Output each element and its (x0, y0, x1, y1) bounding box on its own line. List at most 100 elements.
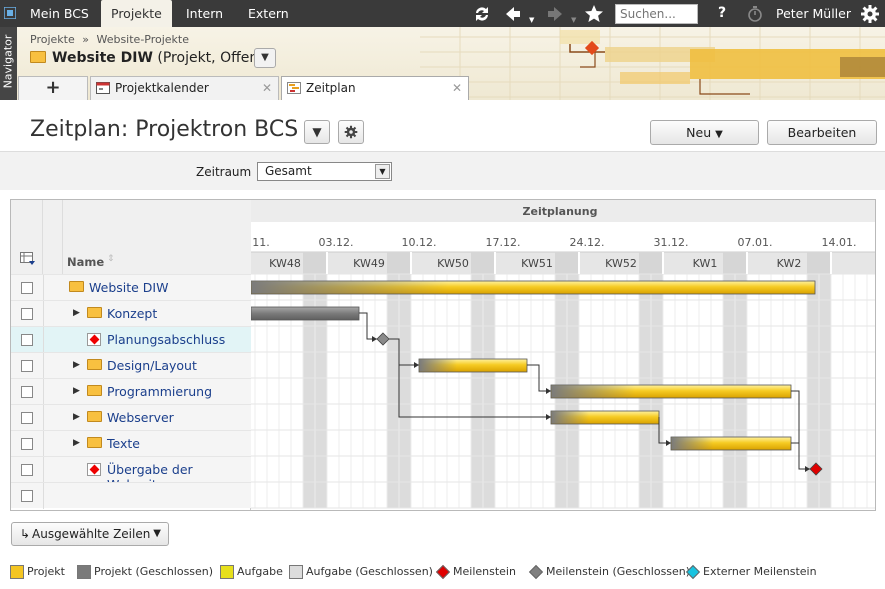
week-label: KW49 (353, 257, 385, 270)
chevron-down-icon[interactable]: ▼ (375, 164, 390, 179)
refresh-icon[interactable] (472, 4, 492, 24)
weekend-shade-header (555, 252, 567, 274)
dependency-line (791, 390, 810, 470)
table-row[interactable]: Website DIW (11, 274, 251, 301)
expand-icon[interactable]: ▶ (73, 438, 80, 448)
nav-tab-extern[interactable]: Extern (248, 6, 289, 21)
project-meta: (Projekt, Offen) (157, 50, 264, 66)
table-row[interactable]: ▶ Design/Layout (11, 352, 251, 379)
week-label: KW51 (521, 257, 553, 270)
zeitraum-select[interactable]: Gesamt ▼ (257, 162, 392, 181)
new-button-label: Neu (686, 125, 712, 140)
star-icon[interactable] (584, 4, 604, 24)
settings-button[interactable] (338, 120, 364, 144)
column-divider (43, 379, 44, 405)
gantt-bar-progress (671, 437, 791, 450)
row-checkbox[interactable] (21, 282, 33, 294)
weekend-shade-header (735, 252, 747, 274)
forward-icon[interactable] (545, 4, 565, 24)
gantt-bar (250, 306, 360, 321)
table-row[interactable]: ▶ Texte (11, 430, 251, 457)
nav-tab-mein-bcs[interactable]: Mein BCS (30, 6, 89, 21)
row-checkbox[interactable] (21, 438, 33, 450)
sort-icon[interactable]: ⇕ (107, 254, 115, 264)
column-divider (43, 483, 44, 509)
legend-swatch (10, 565, 24, 579)
milestone-icon (87, 463, 101, 476)
task-name[interactable]: Programmierung (107, 384, 212, 399)
table-row[interactable]: ▶ Konzept (11, 300, 251, 327)
stopwatch-icon[interactable] (745, 4, 765, 24)
milestone-icon (87, 333, 101, 346)
row-checkbox[interactable] (21, 334, 33, 346)
table-row[interactable]: ▶ Webserver (11, 404, 251, 431)
add-tab-button[interactable]: + (18, 76, 88, 100)
navigator-toggle[interactable]: Navigator (0, 27, 17, 100)
milestone-marker (376, 332, 390, 346)
table-row[interactable]: Planungsabschluss (11, 326, 251, 353)
tab-projektkalender[interactable]: Projektkalender ✕ (90, 76, 279, 100)
selected-rows-button[interactable]: ↳ Ausgewählte Zeilen ▼ (11, 522, 169, 546)
folder-icon (87, 359, 102, 370)
column-divider (43, 301, 44, 327)
nav-tab-projekte[interactable]: Projekte (101, 0, 172, 27)
legend-label: Aufgabe (237, 565, 283, 578)
user-name[interactable]: Peter Müller (776, 6, 851, 21)
task-name[interactable]: Webserver (107, 410, 174, 425)
tab-zeitplan-label: Zeitplan (306, 81, 356, 95)
task-name[interactable]: Konzept (107, 306, 158, 321)
close-icon[interactable]: ✕ (261, 81, 272, 95)
row-checkbox[interactable] (21, 412, 33, 424)
breadcrumb: Projekte » Website-Projekte (30, 33, 189, 46)
back-icon[interactable] (503, 4, 523, 24)
dependency-arrow (666, 440, 671, 446)
expand-icon[interactable]: ▶ (73, 386, 80, 396)
expand-icon[interactable]: ▶ (73, 308, 80, 318)
weekend-shade (387, 274, 399, 508)
row-checkbox[interactable] (21, 490, 33, 502)
expand-icon[interactable]: ▶ (73, 360, 80, 370)
back-dropdown-icon[interactable]: ▼ (529, 16, 535, 24)
breadcrumb-projekte[interactable]: Projekte (30, 33, 75, 46)
nav-tab-intern[interactable]: Intern (186, 6, 224, 21)
row-checkbox[interactable] (21, 464, 33, 476)
name-column-header[interactable]: Name ⇕ (63, 200, 251, 274)
row-checkbox[interactable] (21, 386, 33, 398)
row-checkbox[interactable] (21, 308, 33, 320)
tick-label: 03.12. (319, 236, 354, 249)
table-row[interactable]: ▶ Programmierung (11, 378, 251, 405)
task-name[interactable]: Texte (107, 436, 140, 451)
title-dropdown-button[interactable]: ▼ (304, 120, 330, 144)
search-input[interactable] (615, 4, 698, 24)
zeitraum-label: Zeitraum (196, 165, 252, 179)
task-name[interactable]: Design/Layout (107, 358, 197, 373)
legend-swatch (220, 565, 234, 579)
forward-dropdown-icon[interactable]: ▼ (571, 16, 577, 24)
task-name[interactable]: Website DIW (89, 280, 169, 295)
edit-button[interactable]: Bearbeiten (767, 120, 877, 145)
close-icon[interactable]: ✕ (451, 81, 462, 95)
expand-icon[interactable]: ▶ (73, 412, 80, 422)
dependency-arrow (414, 362, 419, 368)
breadcrumb-website-projekte[interactable]: Website-Projekte (96, 33, 190, 46)
column-divider (43, 431, 44, 457)
table-row[interactable]: Übergabe der Webseite (11, 456, 251, 492)
legend-label: Meilenstein (453, 565, 516, 578)
tab-zeitplan[interactable]: Zeitplan ✕ (281, 76, 469, 100)
tick-label: 11. (252, 236, 270, 249)
task-name[interactable]: Planungsabschluss (107, 332, 226, 347)
app-logo-icon[interactable] (4, 7, 16, 19)
column-divider (43, 457, 44, 483)
help-icon[interactable]: ? (718, 5, 727, 21)
project-dropdown-button[interactable]: ▼ (254, 48, 276, 68)
folder-icon (87, 411, 102, 422)
column-chooser-icon[interactable] (20, 252, 36, 266)
weekend-shade-header (819, 252, 831, 274)
selected-rows-label: Ausgewählte Zeilen (32, 527, 151, 541)
gear-icon[interactable] (860, 4, 880, 24)
new-button[interactable]: Neu ▼ (650, 120, 759, 145)
filter-bar: Zeitraum Gesamt ▼ (0, 151, 885, 190)
row-checkbox[interactable] (21, 360, 33, 372)
gear-icon (344, 125, 358, 139)
legend-label: Projekt (27, 565, 65, 578)
